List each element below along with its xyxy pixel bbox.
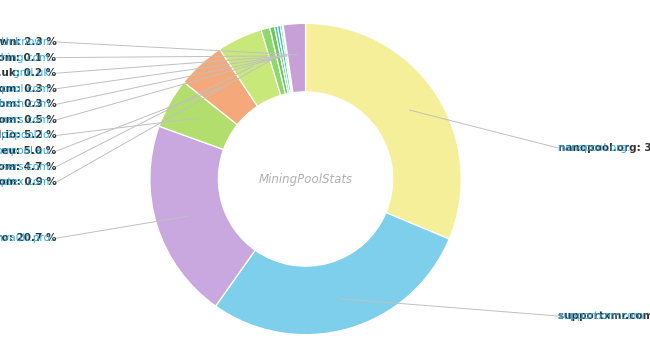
Text: hashvault.pro:: hashvault.pro: (0, 233, 57, 243)
Text: gntl.uk:: gntl.uk: (13, 68, 57, 78)
Text: p2pool.io:: p2pool.io: (1, 130, 57, 140)
Text: antpool.com: 0.3 %: antpool.com: 0.3 % (0, 84, 57, 94)
Wedge shape (184, 49, 257, 125)
Text: monerohash.com: 0.3 %: monerohash.com: 0.3 % (0, 99, 57, 109)
Text: kryptex.com: 0.9 %: kryptex.com: 0.9 % (0, 177, 57, 187)
Wedge shape (270, 26, 288, 94)
Text: monerohash.com:: monerohash.com: (0, 99, 57, 109)
Text: prohashing.com: 0.1 %: prohashing.com: 0.1 % (0, 53, 57, 63)
Wedge shape (278, 25, 291, 93)
Text: nanopool.org:: nanopool.org: (558, 143, 634, 153)
Text: xmrpool.eu:: xmrpool.eu: (0, 146, 57, 156)
Text: prohashing.com:: prohashing.com: (0, 53, 57, 63)
Wedge shape (216, 213, 449, 335)
Text: Unknown:: Unknown: (1, 37, 57, 47)
Text: herominers.com:: herominers.com: (0, 115, 57, 125)
Text: herominers.com: 0.5 %: herominers.com: 0.5 % (0, 115, 57, 125)
Text: nanopool.org: 31.3 %: nanopool.org: 31.3 % (558, 143, 650, 153)
Wedge shape (306, 23, 462, 239)
Wedge shape (150, 126, 255, 306)
Text: Unknown: 2.3 %: Unknown: 2.3 % (0, 37, 57, 47)
Wedge shape (261, 28, 285, 96)
Text: supportxmr.com: 28.5 %: supportxmr.com: 28.5 % (558, 311, 650, 321)
Text: MiningPoolStats: MiningPoolStats (259, 173, 352, 185)
Text: 2miners.com: 4.7 %: 2miners.com: 4.7 % (0, 161, 57, 171)
Text: p2pool.io: 5.2 %: p2pool.io: 5.2 % (0, 130, 57, 140)
Text: hashvault.pro: 20.7 %: hashvault.pro: 20.7 % (0, 233, 57, 243)
Text: antpool.com:: antpool.com: (0, 84, 57, 94)
Text: supportxmr.com:: supportxmr.com: (558, 311, 650, 321)
Text: xmrpool.eu: 5.0 %: xmrpool.eu: 5.0 % (0, 146, 57, 156)
Text: kryptex.com:: kryptex.com: (0, 177, 57, 187)
Text: 2miners.com:: 2miners.com: (0, 161, 57, 171)
Wedge shape (220, 30, 281, 106)
Wedge shape (159, 82, 237, 150)
Wedge shape (274, 26, 290, 93)
Wedge shape (283, 23, 305, 93)
Wedge shape (282, 25, 293, 93)
Text: gntl.uk: 0.2 %: gntl.uk: 0.2 % (0, 68, 57, 78)
Wedge shape (280, 25, 292, 93)
